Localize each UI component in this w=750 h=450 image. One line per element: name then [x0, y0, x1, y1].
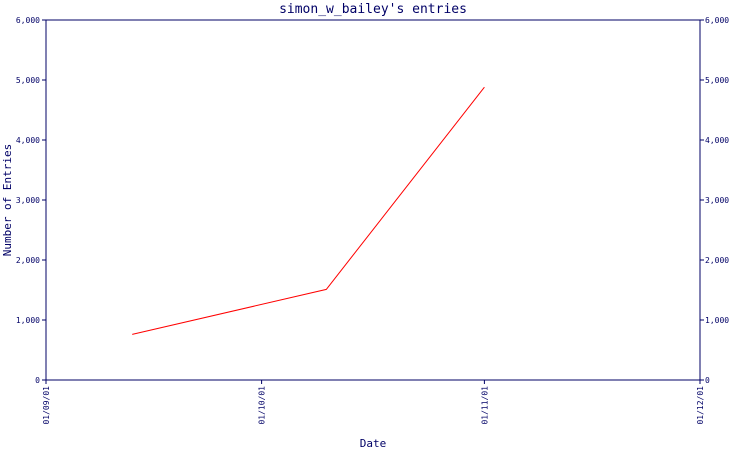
y-axis-title: Number of Entries	[1, 144, 14, 257]
x-axis-title: Date	[360, 437, 387, 450]
chart-title: simon_w_bailey's entries	[279, 2, 467, 17]
y-tick-label-left: 0	[35, 376, 40, 385]
y-tick-label-right: 4,000	[705, 136, 729, 145]
y-tick-label-left: 4,000	[16, 136, 40, 145]
y-tick-label-right: 6,000	[705, 16, 729, 25]
y-tick-label-left: 1,000	[16, 316, 40, 325]
y-tick-label-left: 6,000	[16, 16, 40, 25]
series-layer	[132, 86, 485, 335]
y-axis-left: 0 1,000 2,000 3,000 4,000 5,000 6,000	[16, 16, 46, 385]
plot-area-frame	[45, 19, 701, 381]
x-tick-label: 01/10/01	[258, 386, 267, 425]
x-tick-label: 01/11/01	[480, 386, 489, 425]
series-line	[132, 86, 485, 335]
y-tick-label-left: 5,000	[16, 76, 40, 85]
y-axis-right: 0 1,000 2,000 3,000 4,000 5,000 6,000	[700, 16, 729, 385]
y-tick-label-right: 1,000	[705, 316, 729, 325]
x-axis: 01/09/01 01/10/01 01/11/01 01/12/01	[42, 380, 705, 425]
y-tick-label-right: 3,000	[705, 196, 729, 205]
y-tick-label-right: 5,000	[705, 76, 729, 85]
y-tick-label-left: 3,000	[16, 196, 40, 205]
y-tick-label-right: 0	[705, 376, 710, 385]
x-tick-label: 01/12/01	[696, 386, 705, 425]
y-tick-label-left: 2,000	[16, 256, 40, 265]
y-tick-label-right: 2,000	[705, 256, 729, 265]
x-tick-label: 01/09/01	[42, 386, 51, 425]
